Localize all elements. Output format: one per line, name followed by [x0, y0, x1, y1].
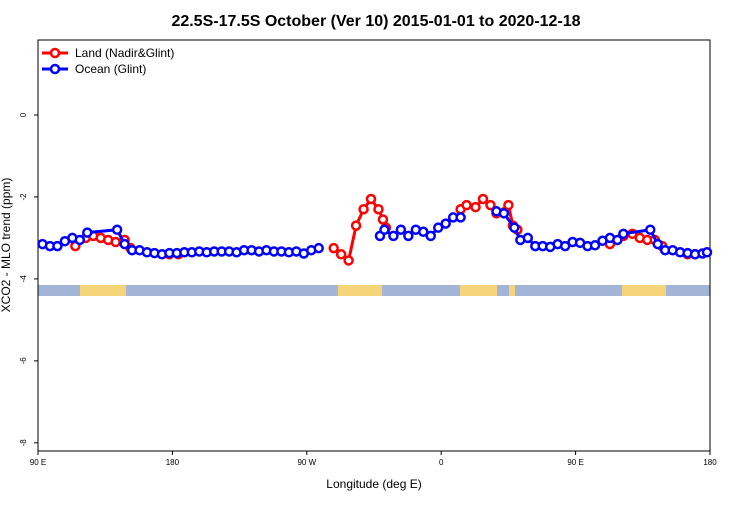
data-point	[440, 218, 451, 229]
data-point	[379, 224, 390, 235]
y-tick-label: -4	[19, 275, 28, 283]
x-tick-label: 0	[439, 458, 444, 467]
chart-title: 22.5S-17.5S October (Ver 10) 2015-01-01 …	[171, 13, 580, 30]
data-point	[652, 238, 663, 250]
data-point	[328, 242, 339, 254]
data-point	[110, 236, 121, 248]
land-strip	[509, 285, 515, 296]
land-strip	[460, 285, 497, 296]
data-point	[612, 234, 623, 246]
data-point	[432, 222, 444, 233]
data-point	[388, 230, 399, 242]
data-point	[377, 214, 389, 225]
data-point	[358, 203, 369, 215]
data-point	[343, 255, 354, 266]
land-strip	[80, 285, 126, 296]
data-point	[509, 222, 520, 233]
legend-marker	[49, 63, 61, 75]
y-axis-label: XCO2 - MLO trend (ppm)	[0, 178, 13, 313]
data-point	[313, 242, 324, 254]
data-point	[335, 249, 347, 260]
data-point	[119, 238, 130, 250]
land-strip	[622, 285, 666, 296]
data-point	[461, 199, 472, 211]
data-point	[470, 201, 481, 213]
data-point	[52, 240, 63, 252]
data-point	[365, 193, 377, 205]
y-tick-label: -8	[19, 439, 28, 447]
y-tick-label: -6	[19, 357, 28, 365]
data-point	[82, 227, 93, 238]
x-tick-label: 180	[703, 458, 717, 467]
data-point	[418, 226, 429, 238]
data-point	[589, 240, 601, 251]
legend-label: Land (Nadir&Glint)	[75, 46, 174, 60]
data-point	[403, 230, 414, 242]
data-point	[559, 240, 571, 252]
data-point	[74, 234, 86, 246]
x-axis-label: Longitude (deg E)	[326, 477, 421, 491]
legend-label: Ocean (Glint)	[75, 62, 146, 76]
data-point	[522, 232, 534, 244]
data-point	[425, 230, 436, 242]
data-point	[373, 203, 384, 215]
data-point	[455, 212, 466, 223]
surface-strip	[38, 285, 710, 296]
data-point	[485, 199, 496, 211]
y-tick-label: 0	[19, 112, 28, 117]
data-point	[701, 247, 713, 258]
y-tick-label: -2	[19, 193, 28, 201]
land-strip	[338, 285, 382, 296]
data-point	[477, 193, 489, 205]
x-tick-label: 90 W	[297, 458, 316, 467]
data-point	[395, 224, 407, 235]
data-point	[111, 224, 123, 235]
x-tick-label: 90 E	[567, 458, 583, 467]
data-point	[618, 228, 629, 240]
data-point	[498, 208, 510, 219]
data-point	[350, 220, 362, 231]
x-tick-label: 90 E	[30, 458, 46, 467]
legend-marker	[49, 47, 61, 59]
data-point	[503, 199, 514, 211]
x-tick-label: 180	[166, 458, 180, 467]
data-point	[645, 224, 656, 235]
